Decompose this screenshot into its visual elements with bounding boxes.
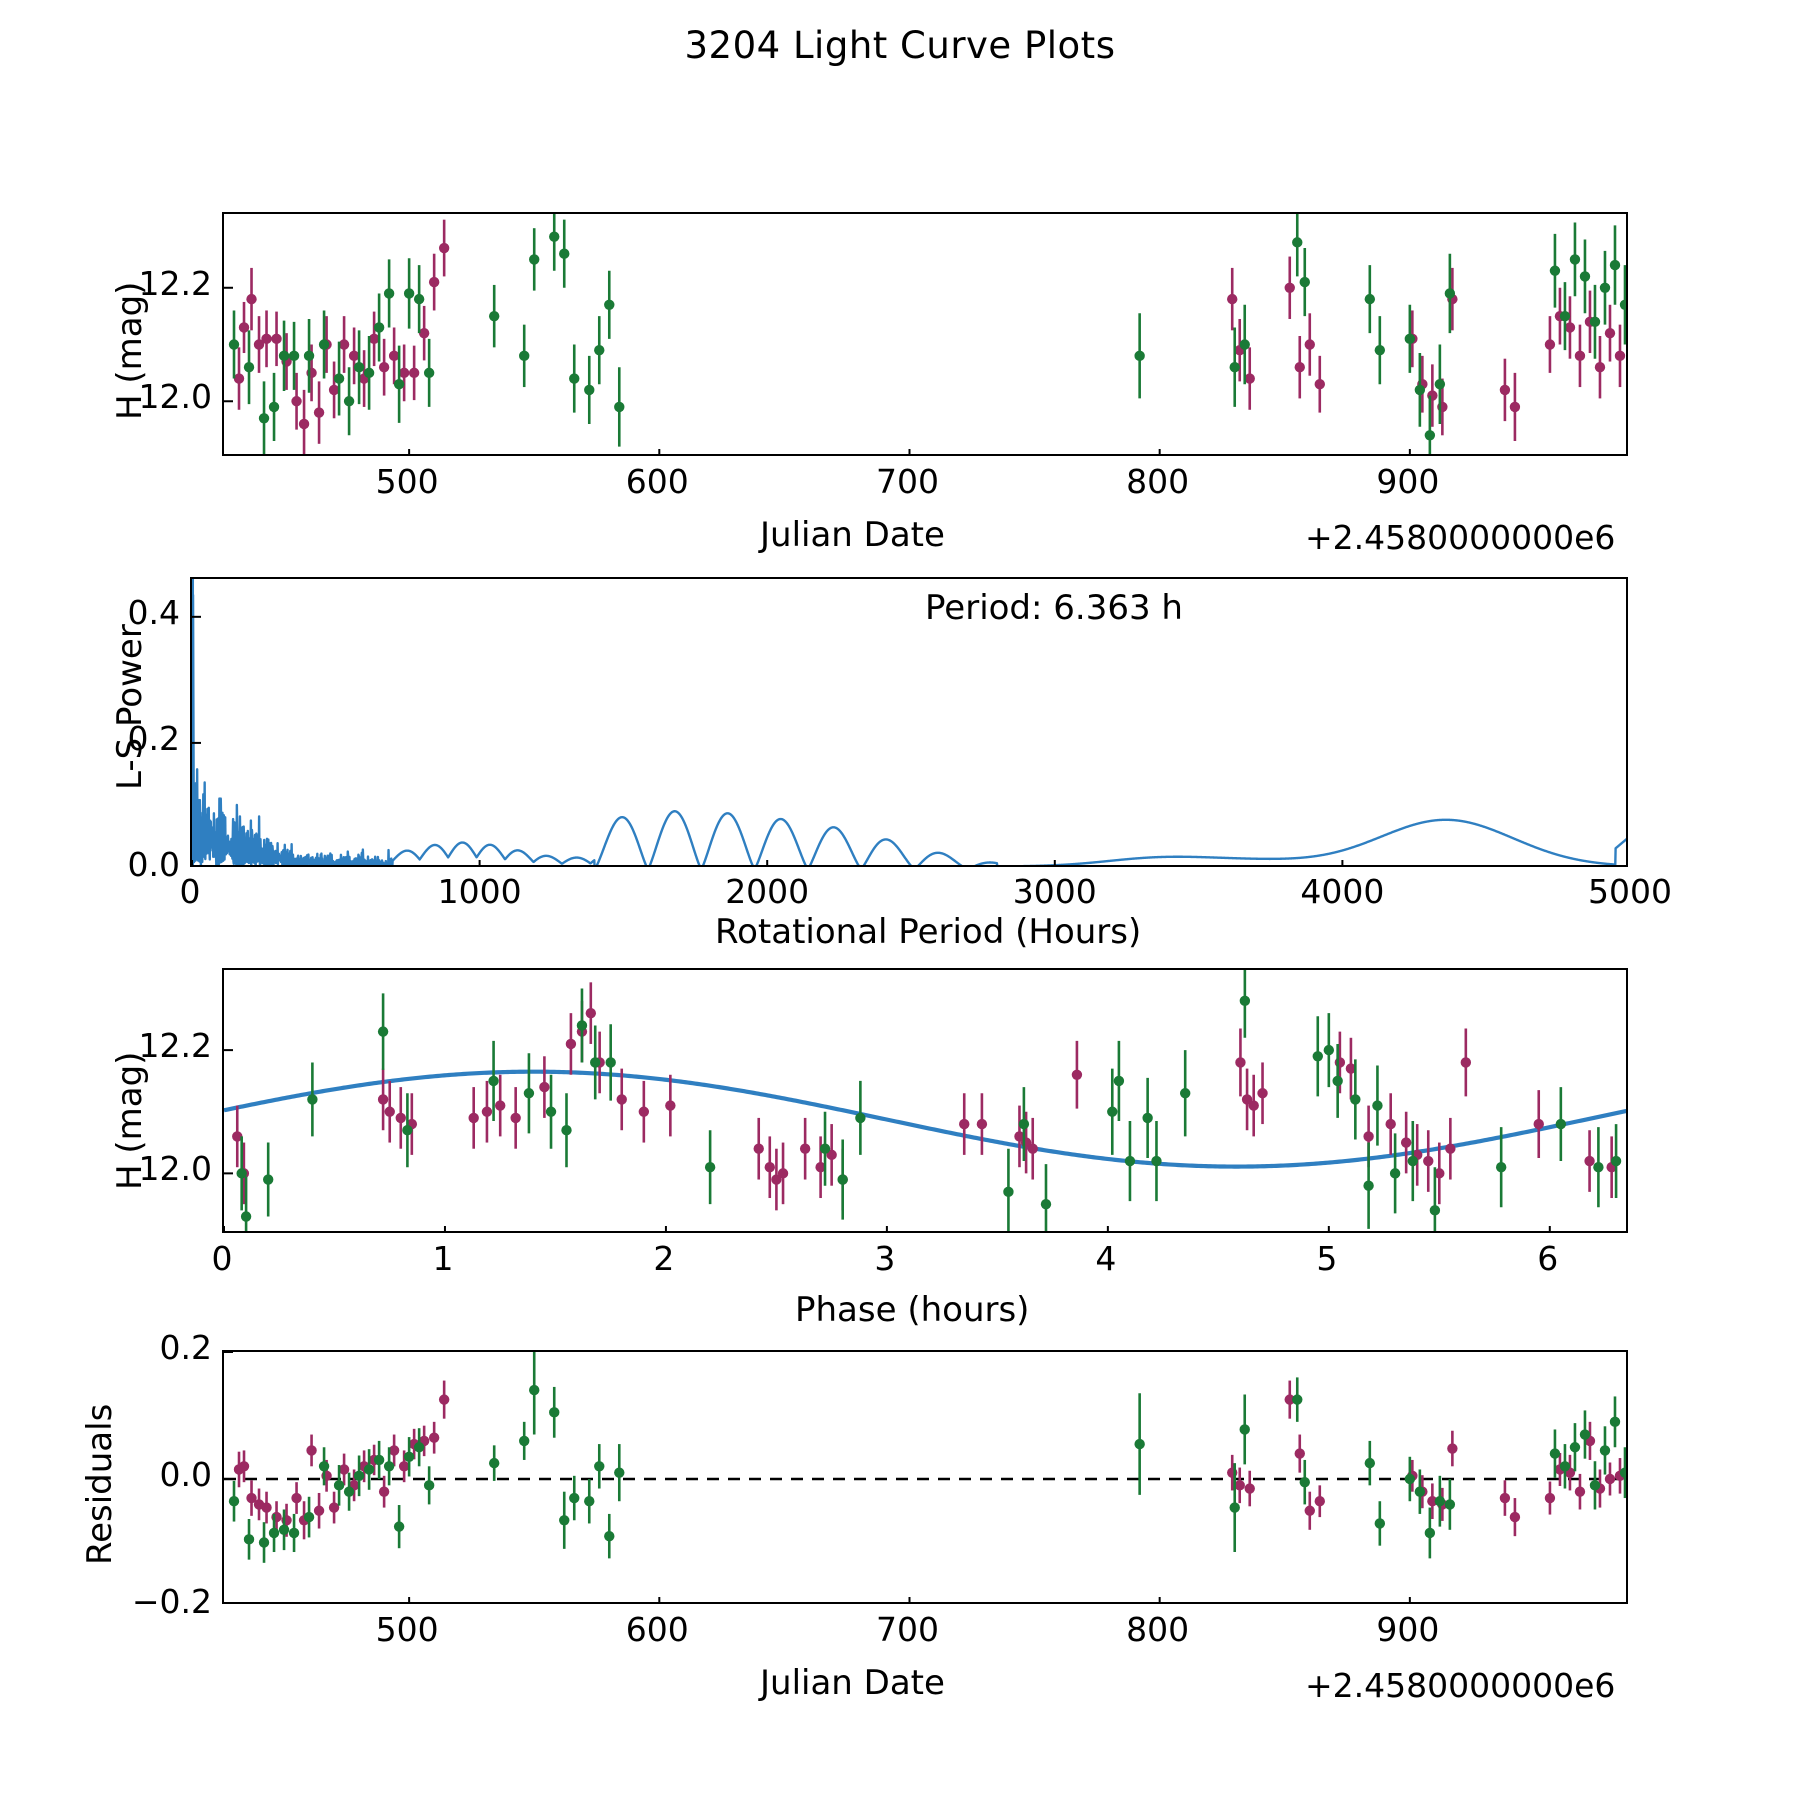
series-series_a [233, 219, 1626, 454]
phase-folded-x-axis-label: Phase (hours) [795, 1290, 1030, 1330]
x-tick-label: 3000 [1012, 872, 1097, 911]
y-tick-label: 12.2 [138, 1026, 212, 1066]
x-tick-label: 500 [375, 1610, 439, 1649]
figure-title: 3204 Light Curve Plots [684, 24, 1116, 67]
y-tick-label: 12.2 [138, 263, 212, 303]
x-tick-label: 900 [1376, 462, 1440, 501]
periodogram-y-axis-label: L-S Power [110, 624, 150, 790]
series-series_b [228, 1352, 1626, 1563]
y-tick-label: 12.0 [138, 1149, 212, 1189]
phase-folded-plot-area [224, 970, 1626, 1231]
y-tick-label: 0.0 [159, 1455, 212, 1494]
x-tick-label: 800 [1126, 1610, 1190, 1649]
x-tick-label: 2 [653, 1239, 675, 1278]
series-series_b [236, 970, 1622, 1231]
x-tick-label: 5000 [1588, 872, 1672, 911]
panel-light-curve [222, 212, 1628, 456]
y-tick-label: 12.0 [138, 377, 212, 417]
y-tick-label: 0.4 [127, 592, 180, 632]
series-series_b [228, 214, 1626, 454]
x-tick-label: 700 [875, 462, 939, 501]
x-tick-label: 600 [625, 462, 689, 501]
panel-phase-folded [222, 968, 1628, 1233]
phase-folded-axes [222, 968, 1628, 1233]
residuals-axes [222, 1350, 1628, 1604]
light-curve-x-axis-label: Julian Date [760, 515, 945, 555]
x-tick-label: 4000 [1300, 872, 1385, 911]
x-tick-label: 4 [1095, 1239, 1117, 1278]
y-tick-label: 0.2 [127, 718, 180, 758]
residuals-x-offset-text: +2.4580000000e6 [1305, 1666, 1616, 1705]
x-tick-label: 600 [625, 1610, 689, 1649]
series-series_a [233, 1380, 1626, 1540]
x-tick-label: 900 [1376, 1610, 1440, 1649]
series-series_a [232, 982, 1617, 1211]
residuals-plot-area [224, 1352, 1626, 1602]
x-tick-label: 0 [211, 1239, 233, 1278]
y-tick-label: 0.2 [159, 1328, 212, 1367]
panel-residuals [222, 1350, 1628, 1604]
x-tick-label: 2000 [725, 872, 810, 911]
x-tick-label: 800 [1126, 462, 1190, 501]
periodogram-plot-area [192, 579, 1626, 865]
residuals-x-axis-label: Julian Date [760, 1663, 945, 1703]
periodogram-x-axis-label: Rotational Period (Hours) [715, 912, 1142, 952]
panel-periodogram [190, 577, 1628, 867]
x-tick-label: 500 [375, 462, 439, 501]
light-curve-x-offset-text: +2.4580000000e6 [1305, 518, 1616, 557]
light-curve-axes [222, 212, 1628, 456]
x-tick-label: 700 [875, 1610, 939, 1649]
period-annotation: Period: 6.363 h [925, 588, 1183, 628]
x-tick-label: 6 [1537, 1239, 1559, 1278]
x-tick-label: 3 [874, 1239, 896, 1278]
y-tick-label: 0.0 [127, 845, 180, 884]
x-tick-label: 5 [1316, 1239, 1338, 1278]
x-tick-label: 1 [432, 1239, 454, 1278]
x-tick-label: 0 [179, 872, 201, 911]
light-curve-plot-area [224, 214, 1626, 454]
periodogram-axes [190, 577, 1628, 867]
x-tick-label: 1000 [437, 872, 522, 911]
y-tick-label: −0.2 [131, 1582, 212, 1621]
